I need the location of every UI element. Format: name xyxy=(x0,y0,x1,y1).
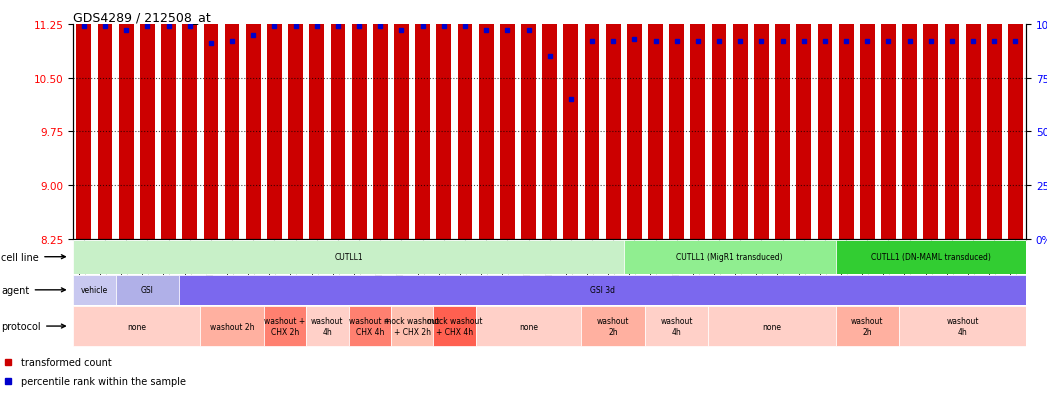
Text: none: none xyxy=(519,322,538,331)
FancyBboxPatch shape xyxy=(179,275,1026,305)
Text: protocol: protocol xyxy=(1,321,65,331)
FancyBboxPatch shape xyxy=(836,240,1026,274)
FancyBboxPatch shape xyxy=(73,275,115,305)
Bar xyxy=(987,0,1002,240)
FancyBboxPatch shape xyxy=(709,306,836,346)
Text: CUTLL1: CUTLL1 xyxy=(334,253,363,261)
Bar xyxy=(499,0,515,240)
Text: washout
4h: washout 4h xyxy=(946,317,979,336)
Bar xyxy=(458,0,472,240)
Bar xyxy=(923,0,938,240)
Bar xyxy=(309,0,325,240)
FancyBboxPatch shape xyxy=(645,306,709,346)
Text: GDS4289 / 212508_at: GDS4289 / 212508_at xyxy=(73,11,211,24)
Bar xyxy=(394,0,409,240)
Bar xyxy=(733,0,748,240)
Bar xyxy=(648,0,663,240)
Text: washout
4h: washout 4h xyxy=(661,317,693,336)
Bar xyxy=(542,0,557,240)
Bar xyxy=(416,0,430,240)
Bar xyxy=(944,0,959,240)
Bar xyxy=(712,0,727,240)
Bar xyxy=(903,0,917,240)
Text: CUTLL1 (MigR1 transduced): CUTLL1 (MigR1 transduced) xyxy=(676,253,783,261)
Bar xyxy=(437,0,451,240)
Bar xyxy=(965,0,981,240)
Text: washout 2h: washout 2h xyxy=(209,322,254,331)
Bar xyxy=(521,0,536,240)
Text: washout +
CHX 2h: washout + CHX 2h xyxy=(265,317,306,336)
Text: GSI 3d: GSI 3d xyxy=(591,286,615,294)
Bar xyxy=(140,0,155,240)
FancyBboxPatch shape xyxy=(581,306,645,346)
Text: cell line: cell line xyxy=(1,252,65,262)
Bar xyxy=(478,0,493,240)
Bar xyxy=(775,0,790,240)
Text: transformed count: transformed count xyxy=(21,357,112,367)
Bar xyxy=(161,0,176,240)
Bar xyxy=(288,0,303,240)
Text: mock washout
+ CHX 4h: mock washout + CHX 4h xyxy=(426,317,483,336)
Text: percentile rank within the sample: percentile rank within the sample xyxy=(21,376,186,386)
FancyBboxPatch shape xyxy=(73,306,200,346)
Bar xyxy=(669,0,684,240)
Text: agent: agent xyxy=(1,285,65,295)
Bar xyxy=(182,0,197,240)
Text: CUTLL1 (DN-MAML transduced): CUTLL1 (DN-MAML transduced) xyxy=(871,253,990,261)
Bar xyxy=(627,0,642,240)
Bar xyxy=(754,0,768,240)
FancyBboxPatch shape xyxy=(391,306,433,346)
FancyBboxPatch shape xyxy=(475,306,581,346)
Text: none: none xyxy=(762,322,781,331)
Bar xyxy=(267,0,282,240)
Bar xyxy=(373,0,387,240)
Bar xyxy=(690,0,706,240)
Text: washout +
CHX 4h: washout + CHX 4h xyxy=(349,317,391,336)
FancyBboxPatch shape xyxy=(115,275,179,305)
Bar xyxy=(97,0,112,240)
Bar xyxy=(352,0,366,240)
Text: none: none xyxy=(128,322,147,331)
FancyBboxPatch shape xyxy=(624,240,836,274)
Bar xyxy=(1008,0,1023,240)
FancyBboxPatch shape xyxy=(264,306,306,346)
Bar xyxy=(818,0,832,240)
Bar xyxy=(246,0,261,240)
Bar xyxy=(225,0,240,240)
Text: vehicle: vehicle xyxy=(81,286,108,294)
Text: washout
2h: washout 2h xyxy=(851,317,884,336)
Bar xyxy=(797,0,811,240)
FancyBboxPatch shape xyxy=(73,240,624,274)
Bar xyxy=(563,0,578,240)
Bar xyxy=(203,0,219,240)
FancyBboxPatch shape xyxy=(349,306,391,346)
Bar xyxy=(839,0,853,240)
Bar xyxy=(584,0,600,240)
Bar xyxy=(331,0,346,240)
Text: GSI: GSI xyxy=(141,286,154,294)
Bar xyxy=(881,0,896,240)
FancyBboxPatch shape xyxy=(899,306,1026,346)
Bar xyxy=(860,0,874,240)
Text: washout
2h: washout 2h xyxy=(597,317,629,336)
FancyBboxPatch shape xyxy=(836,306,899,346)
Text: mock washout
+ CHX 2h: mock washout + CHX 2h xyxy=(384,317,440,336)
Bar xyxy=(118,0,134,240)
Bar xyxy=(76,0,91,240)
Bar xyxy=(606,0,621,240)
Text: washout
4h: washout 4h xyxy=(311,317,343,336)
FancyBboxPatch shape xyxy=(200,306,264,346)
FancyBboxPatch shape xyxy=(306,306,349,346)
FancyBboxPatch shape xyxy=(433,306,475,346)
